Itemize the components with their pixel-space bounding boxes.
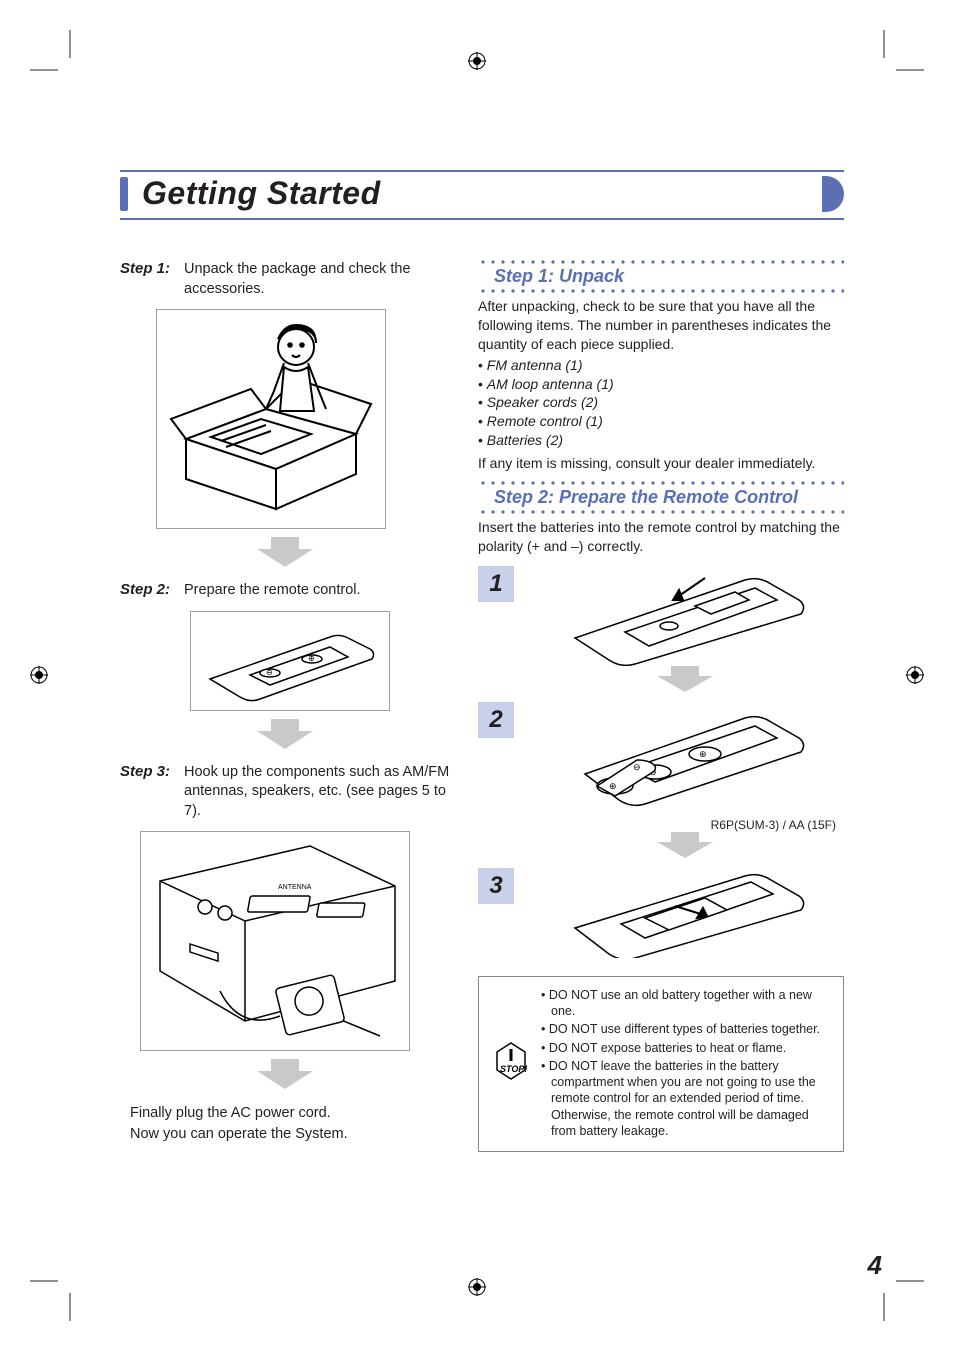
battery-type-label: R6P(SUM-3) / AA (15F) — [711, 818, 836, 832]
title-end-cap — [822, 176, 844, 212]
svg-text:⊖: ⊖ — [266, 668, 273, 677]
overview-step-1: Step 1: Unpack the package and check the… — [120, 260, 450, 299]
remote-step-figure: ⊖ ⊕ ⊕ ⊖ R6P(SUM-3) / AA (15F) — [526, 702, 844, 858]
supply-item: Remote control (1) — [478, 412, 844, 431]
overview-step-3: Step 3: Hook up the components such as A… — [120, 763, 450, 822]
title-accent-bar — [120, 177, 128, 211]
hookup-illustration: ANTENNA — [140, 831, 410, 1051]
svg-text:STOP!: STOP! — [500, 1064, 527, 1074]
svg-text:⊕: ⊕ — [699, 749, 707, 759]
section-heading-remote: Step 2: Prepare the Remote Control — [478, 485, 844, 510]
down-arrow-icon — [257, 1059, 313, 1089]
supply-item: FM antenna (1) — [478, 356, 844, 375]
page-title: Getting Started — [142, 175, 381, 212]
supply-item: Speaker cords (2) — [478, 393, 844, 412]
page-number: 4 — [868, 1250, 882, 1281]
section-title-bar: Getting Started — [120, 170, 844, 220]
remote-step-figure — [526, 868, 844, 958]
step-number-badge: 3 — [478, 868, 514, 904]
caution-item: DO NOT use different types of batteries … — [541, 1021, 831, 1037]
remote-step-figure — [526, 566, 844, 692]
overview-step-2: Step 2: Prepare the remote control. — [120, 581, 450, 601]
right-column: Step 1: Unpack After unpacking, check to… — [478, 260, 844, 1152]
stop-icon: STOP! — [491, 1041, 531, 1086]
caution-item: DO NOT use an old battery together with … — [541, 987, 831, 1020]
caution-item: DO NOT leave the batteries in the batter… — [541, 1058, 831, 1139]
registration-mark-icon — [906, 666, 924, 684]
caution-item: DO NOT expose batteries to heat or flame… — [541, 1040, 831, 1056]
unpack-body: After unpacking, check to be sure that y… — [478, 297, 844, 354]
dotted-rule — [478, 510, 844, 514]
step-text: Prepare the remote control. — [184, 581, 361, 601]
down-arrow-icon — [657, 832, 713, 858]
unpack-footer: If any item is missing, consult your dea… — [478, 454, 844, 473]
down-arrow-icon — [257, 537, 313, 567]
svg-text:⊕: ⊕ — [308, 654, 315, 663]
step-text: Hook up the components such as AM/FM ant… — [184, 763, 450, 822]
remote-body: Insert the batteries into the remote con… — [478, 518, 844, 556]
step-label: Step 3: — [120, 763, 184, 822]
supply-item: AM loop antenna (1) — [478, 375, 844, 394]
remote-step-2: 2 ⊖ ⊕ ⊕ — [478, 702, 844, 858]
supply-item: Batteries (2) — [478, 431, 844, 450]
registration-mark-icon — [30, 666, 48, 684]
step-number-badge: 2 — [478, 702, 514, 738]
step-label: Step 2: — [120, 581, 184, 601]
section-heading-unpack: Step 1: Unpack — [478, 264, 844, 289]
caution-list: DO NOT use an old battery together with … — [541, 987, 831, 1141]
supply-list: FM antenna (1) AM loop antenna (1) Speak… — [478, 356, 844, 450]
caution-box: STOP! DO NOT use an old battery together… — [478, 976, 844, 1152]
remote-step-3: 3 — [478, 868, 844, 958]
final-line: Now you can operate the System. — [130, 1124, 450, 1144]
svg-text:ANTENNA: ANTENNA — [278, 884, 312, 891]
down-arrow-icon — [657, 666, 713, 692]
svg-text:⊕: ⊕ — [609, 781, 617, 791]
svg-text:⊖: ⊖ — [633, 762, 641, 772]
down-arrow-icon — [257, 719, 313, 749]
left-column: Step 1: Unpack the package and check the… — [120, 260, 450, 1152]
final-line: Finally plug the AC power cord. — [130, 1103, 450, 1123]
final-instruction: Finally plug the AC power cord. Now you … — [130, 1103, 450, 1144]
step-label: Step 1: — [120, 260, 184, 299]
unpack-illustration — [156, 309, 386, 529]
step-text: Unpack the package and check the accesso… — [184, 260, 450, 299]
step-number-badge: 1 — [478, 566, 514, 602]
remote-illustration: ⊖ ⊕ — [190, 611, 390, 711]
remote-step-1: 1 — [478, 566, 844, 692]
dotted-rule — [478, 289, 844, 293]
